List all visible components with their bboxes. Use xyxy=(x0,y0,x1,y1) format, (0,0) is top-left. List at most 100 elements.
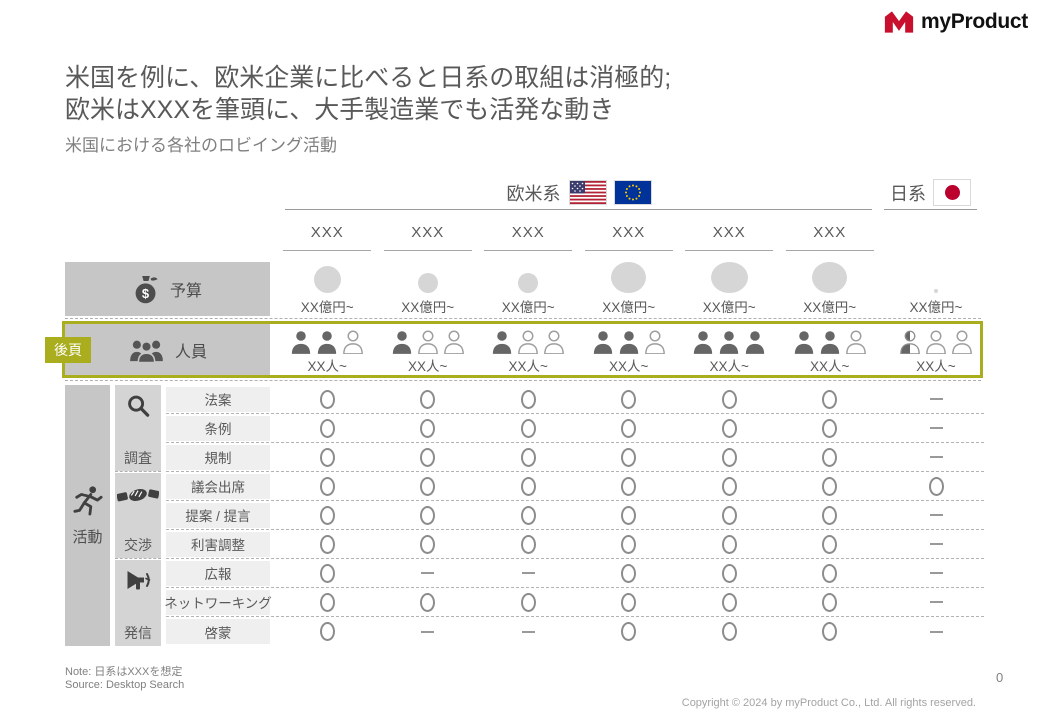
budget-unit-label: XX億円~ xyxy=(909,300,963,315)
budget-size-circle xyxy=(313,266,341,293)
matrix-cell xyxy=(378,618,479,646)
matrix-cell xyxy=(886,559,986,587)
mark-circle-icon xyxy=(721,563,737,583)
personnel-unit-label: XX人~ xyxy=(609,359,649,374)
person-full-icon xyxy=(593,331,612,354)
column-header-japan-empty xyxy=(886,224,986,251)
handshake-icon xyxy=(117,489,159,502)
matrix-cell xyxy=(478,530,579,558)
budget-row-header: $ 予算 xyxy=(65,262,270,316)
column-header: XXX xyxy=(780,224,881,251)
person-outline-icon xyxy=(952,330,972,354)
mark-circle-icon xyxy=(822,418,838,438)
mark-circle-icon xyxy=(420,476,436,496)
activity-group-label: 交渉 xyxy=(124,537,152,553)
matrix-cell xyxy=(277,618,378,646)
magnifier-icon xyxy=(127,395,149,417)
personnel-label: 人員 xyxy=(174,343,207,361)
note-text: Note: 日系はXXXを想定 xyxy=(65,666,183,678)
person-icons xyxy=(899,330,973,354)
matrix-row: 条例 xyxy=(166,414,984,443)
column-underline xyxy=(484,250,573,251)
mark-dash-icon xyxy=(421,630,435,633)
page-number: 0 xyxy=(996,670,1004,685)
person-full-icon xyxy=(820,331,839,354)
matrix-cell xyxy=(478,443,579,471)
personnel-unit-label: XX人~ xyxy=(916,359,956,374)
mark-circle-icon xyxy=(822,622,838,641)
matrix-cell xyxy=(886,472,986,500)
column-underline xyxy=(785,250,874,251)
mark-circle-icon xyxy=(520,418,536,438)
mark-dash-icon xyxy=(929,514,943,516)
person-full-icon xyxy=(794,331,813,354)
mark-dash-icon xyxy=(929,456,943,458)
matrix-row-cells xyxy=(277,501,986,529)
mark-circle-icon xyxy=(420,418,436,438)
person-full-icon xyxy=(694,331,713,354)
mark-circle-icon xyxy=(721,418,737,438)
matrix-row-label: ネットワーキング xyxy=(164,589,272,615)
matrix-cell xyxy=(579,414,680,442)
matrix-cell xyxy=(277,530,378,558)
matrix-cell xyxy=(886,618,986,646)
matrix-cell xyxy=(579,385,680,413)
mark-circle-icon xyxy=(520,592,536,612)
matrix-cell xyxy=(780,443,881,471)
person-icons xyxy=(491,330,565,354)
mark-circle-icon xyxy=(621,505,637,525)
mark-dash-icon xyxy=(929,601,943,603)
budget-unit-label: XX億円~ xyxy=(602,300,656,315)
column-header-label: XXX xyxy=(813,224,847,241)
budget-cell: XX億円~ xyxy=(886,262,986,316)
column-header-label: XXX xyxy=(411,224,445,241)
budget-unit-label: XX億円~ xyxy=(501,300,555,315)
budget-size-circle xyxy=(518,273,539,293)
matrix-cell xyxy=(579,501,680,529)
mark-circle-icon xyxy=(621,592,637,612)
mark-circle-icon xyxy=(319,505,335,525)
mark-circle-icon xyxy=(621,447,637,467)
matrix-row-label: 法案 xyxy=(166,386,270,412)
person-outline-icon xyxy=(544,330,565,354)
matrix-row: ネットワーキング xyxy=(164,588,984,617)
mark-dash-icon xyxy=(929,398,943,400)
matrix-cell xyxy=(579,618,680,646)
matrix-cell xyxy=(378,414,479,442)
budget-unit-label: XX億円~ xyxy=(702,300,756,315)
logo: myProduct xyxy=(884,10,1028,34)
mark-circle-icon xyxy=(928,476,944,496)
mark-circle-icon xyxy=(822,476,838,496)
column-underline xyxy=(383,250,472,251)
person-icons xyxy=(391,330,465,354)
person-icons xyxy=(793,330,867,354)
person-full-icon xyxy=(746,331,765,354)
title-line2: 欧米はXXXを筆頭に、大手製造業でも活発な動き xyxy=(65,96,615,124)
mark-dash-icon xyxy=(521,572,535,574)
matrix-cell xyxy=(780,530,881,558)
title-line1: 米国を例に、欧米企業に比べると日系の取組は消極的; xyxy=(65,64,672,92)
us-flag-icon xyxy=(569,181,606,204)
column-header-label: XXX xyxy=(511,224,545,241)
mark-circle-icon xyxy=(420,447,436,467)
matrix-cell xyxy=(277,443,378,471)
matrix-cell xyxy=(579,443,680,471)
mark-dash-icon xyxy=(521,630,535,633)
personnel-row-highlight: 人員 XX人~ XX xyxy=(62,321,983,378)
matrix-cell xyxy=(277,414,378,442)
mark-circle-icon xyxy=(319,418,335,438)
budget-size-circle xyxy=(417,273,438,293)
mark-circle-icon xyxy=(420,505,436,525)
column-header: XXX xyxy=(679,224,780,251)
matrix-cell xyxy=(378,530,479,558)
column-underline xyxy=(584,250,673,251)
mark-dash-icon xyxy=(929,572,943,574)
matrix-cell xyxy=(378,559,479,587)
matrix-cell xyxy=(780,559,881,587)
person-half-icon xyxy=(900,330,920,354)
personnel-cell: XX人~ xyxy=(780,324,881,375)
matrix-cell xyxy=(478,414,579,442)
matrix-row: 法案 xyxy=(166,385,984,414)
personnel-cell: XX人~ xyxy=(886,324,986,375)
